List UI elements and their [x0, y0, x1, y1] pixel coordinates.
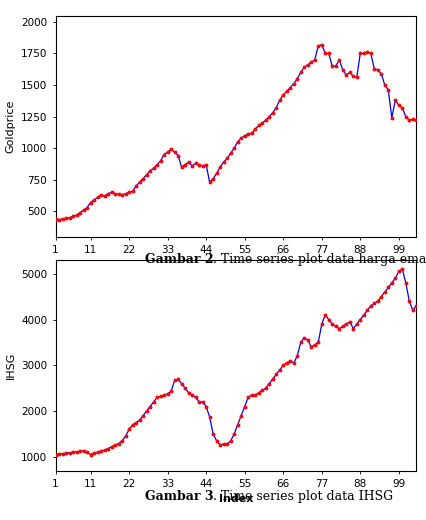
Y-axis label: Goldprice: Goldprice — [5, 99, 15, 153]
Text: Gambar 3: Gambar 3 — [145, 490, 213, 503]
Text: . Time series plot data harga emas dunia: . Time series plot data harga emas dunia — [213, 253, 426, 266]
X-axis label: Index: Index — [218, 261, 253, 270]
Y-axis label: IHSG: IHSG — [6, 352, 15, 379]
Text: . Time series plot data IHSG: . Time series plot data IHSG — [213, 490, 393, 503]
X-axis label: Index: Index — [218, 495, 253, 504]
Text: Gambar 2: Gambar 2 — [144, 253, 213, 266]
